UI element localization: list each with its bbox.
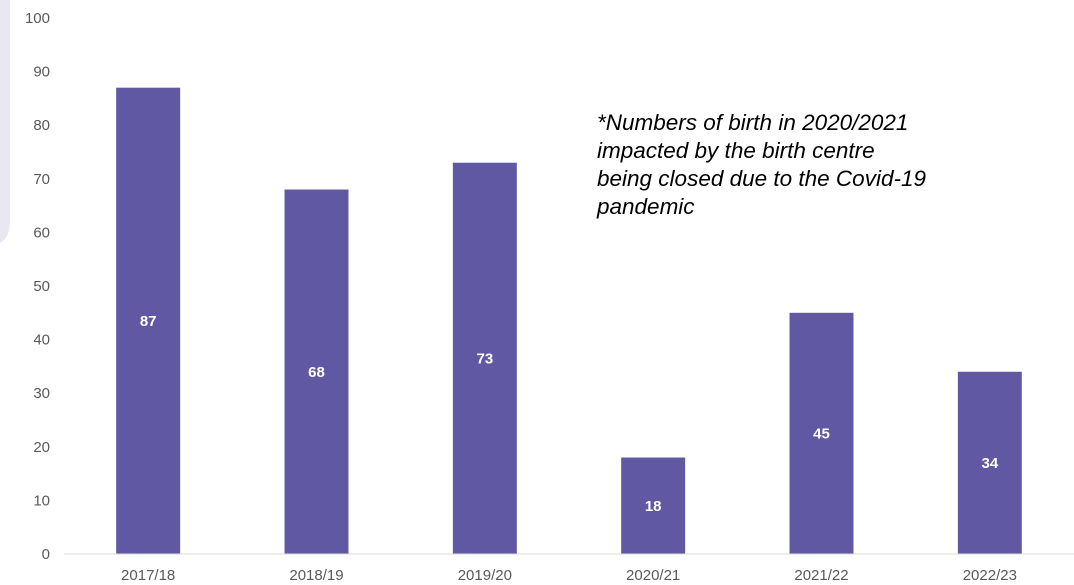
annotation-line: being closed due to the Covid-19 xyxy=(597,166,926,191)
x-axis: 2017/18 2018/19 2019/20 2020/21 2021/22 2022/… xyxy=(121,567,1017,584)
bars-group xyxy=(116,87,1022,555)
annotation-line: *Numbers of birth in 2020/2021 xyxy=(597,110,909,135)
data-labels: 87 68 73 18 45 34 xyxy=(140,313,999,515)
side-panel-decoration xyxy=(0,0,10,243)
bar xyxy=(116,87,181,555)
bar xyxy=(957,371,1022,554)
y-tick-label: 20 xyxy=(33,439,50,456)
bar xyxy=(452,162,517,554)
y-tick-label: 10 xyxy=(33,492,50,509)
y-tick-label: 100 xyxy=(25,10,50,27)
bar-value-label: 34 xyxy=(981,455,998,472)
bar xyxy=(621,457,686,554)
bar-value-label: 87 xyxy=(140,313,157,330)
bar-value-label: 73 xyxy=(476,350,493,367)
x-tick-label: 2019/20 xyxy=(458,567,512,584)
bar-value-label: 18 xyxy=(645,498,662,515)
y-tick-label: 80 xyxy=(33,117,50,134)
bar xyxy=(789,312,854,554)
bar xyxy=(284,189,349,554)
chart-annotation: *Numbers of birth in 2020/2021 impacted … xyxy=(597,109,1017,221)
y-tick-label: 60 xyxy=(33,224,50,241)
bar-value-label: 68 xyxy=(308,364,325,381)
y-tick-label: 70 xyxy=(33,171,50,188)
bar-value-label: 45 xyxy=(813,425,830,442)
y-tick-label: 40 xyxy=(33,332,50,349)
y-tick-label: 90 xyxy=(33,64,50,81)
x-tick-label: 2020/21 xyxy=(626,567,680,584)
x-tick-label: 2017/18 xyxy=(121,567,175,584)
annotation-line: pandemic xyxy=(597,194,695,219)
y-axis: 0 10 20 30 40 50 60 70 80 90 100 xyxy=(25,10,50,563)
y-tick-label: 50 xyxy=(33,278,50,295)
annotation-line: impacted by the birth centre xyxy=(597,138,875,163)
x-tick-label: 2022/23 xyxy=(963,567,1017,584)
x-tick-label: 2021/22 xyxy=(794,567,848,584)
y-tick-label: 0 xyxy=(42,546,50,563)
y-tick-label: 30 xyxy=(33,385,50,402)
x-tick-label: 2018/19 xyxy=(289,567,343,584)
